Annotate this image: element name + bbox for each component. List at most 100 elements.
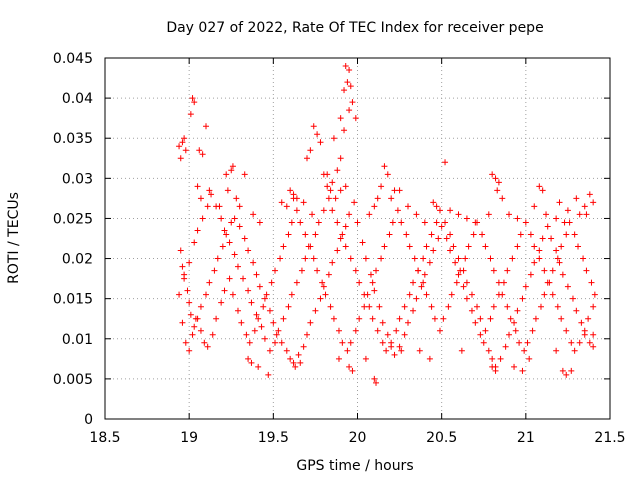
data-point [334, 247, 341, 254]
data-point [197, 303, 204, 310]
data-point [571, 231, 578, 238]
data-point [322, 291, 329, 298]
data-point [517, 231, 524, 238]
data-point [396, 343, 403, 350]
data-point [317, 295, 324, 302]
data-point [349, 99, 356, 106]
data-point [381, 163, 388, 170]
data-point [379, 319, 386, 326]
data-point [192, 315, 199, 322]
data-point [519, 295, 526, 302]
data-point [177, 247, 184, 254]
data-point [341, 127, 348, 134]
data-point [194, 227, 201, 234]
data-point [369, 279, 376, 286]
data-point [388, 195, 395, 202]
data-point [391, 187, 398, 194]
data-point [270, 319, 277, 326]
data-point [453, 279, 460, 286]
data-point [278, 199, 285, 206]
data-point [492, 175, 499, 182]
data-point [573, 195, 580, 202]
data-point [435, 235, 442, 242]
data-point [206, 187, 213, 194]
data-point [354, 219, 361, 226]
data-point [443, 235, 450, 242]
x-tick-label: 20 [349, 430, 367, 446]
data-point [541, 291, 548, 298]
data-point [509, 255, 516, 262]
data-point [346, 211, 353, 218]
data-point [187, 111, 194, 118]
data-point [410, 307, 417, 314]
data-point [497, 355, 504, 362]
data-point [273, 331, 280, 338]
data-point [489, 355, 496, 362]
data-point [196, 147, 203, 154]
data-point [373, 379, 380, 386]
data-point [197, 195, 204, 202]
data-point [280, 315, 287, 322]
data-point [307, 319, 314, 326]
data-point [526, 355, 533, 362]
data-point [369, 315, 376, 322]
y-tick-label: 0.01 [62, 332, 93, 348]
data-point [255, 363, 262, 370]
data-point [243, 331, 250, 338]
data-point [590, 199, 597, 206]
data-point [506, 211, 512, 218]
data-point [312, 231, 319, 238]
data-point [561, 219, 568, 226]
data-point [389, 219, 396, 226]
data-point [304, 155, 310, 162]
data-point [224, 187, 231, 194]
data-point [248, 299, 255, 306]
data-point [342, 223, 349, 230]
data-point [263, 291, 270, 298]
data-point [485, 211, 492, 218]
data-point [366, 303, 373, 310]
data-point [571, 347, 578, 354]
data-point [213, 315, 220, 322]
data-point [455, 271, 462, 278]
data-point [231, 251, 238, 258]
data-point [330, 315, 337, 322]
y-tick-label: 0.03 [62, 171, 93, 187]
data-point [415, 267, 422, 274]
data-point [442, 159, 449, 166]
data-point [203, 123, 209, 130]
data-point [386, 231, 393, 238]
data-point [295, 351, 302, 358]
data-point [548, 235, 555, 242]
data-point [428, 231, 435, 238]
data-point [586, 191, 593, 198]
data-point [197, 327, 204, 334]
data-point [234, 263, 241, 270]
data-point [347, 339, 354, 346]
data-point [186, 299, 193, 306]
data-point [487, 255, 494, 262]
data-point [240, 275, 247, 282]
data-point [272, 339, 279, 346]
data-point [514, 215, 521, 222]
data-point [416, 347, 423, 354]
data-point [381, 243, 388, 250]
data-point [191, 99, 198, 106]
data-point [394, 207, 401, 214]
data-point [335, 355, 342, 362]
data-point [258, 323, 265, 330]
data-point [307, 147, 314, 154]
data-point [342, 183, 349, 190]
data-point [206, 279, 213, 286]
data-point [309, 211, 316, 218]
data-point [521, 347, 528, 354]
data-point [179, 319, 186, 326]
data-point [463, 295, 470, 302]
data-point [223, 231, 230, 238]
data-point [256, 283, 263, 290]
data-point [398, 219, 405, 226]
data-point [591, 291, 598, 298]
data-point [248, 359, 255, 366]
data-point [436, 207, 443, 214]
data-point [334, 167, 341, 174]
